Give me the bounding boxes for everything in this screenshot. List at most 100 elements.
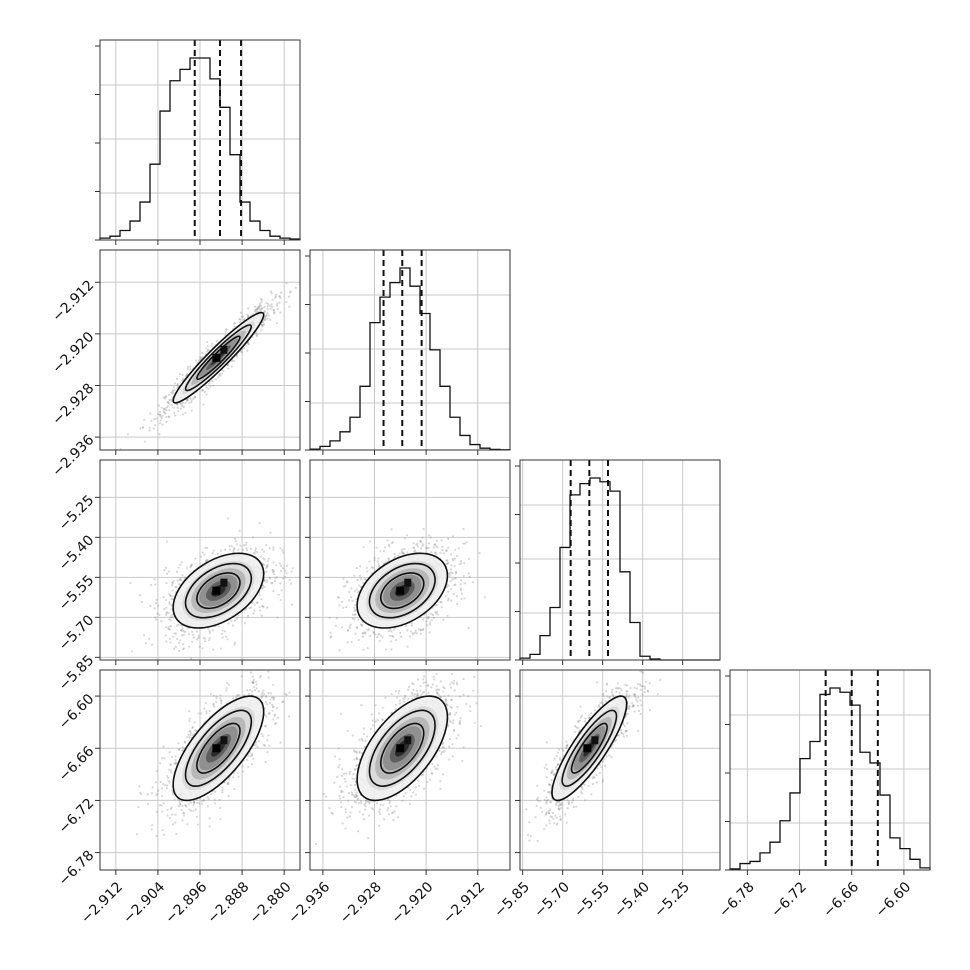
scatter-point: [181, 378, 184, 381]
scatter-point: [416, 542, 419, 546]
scatter-point: [258, 521, 261, 525]
scatter-point: [227, 622, 230, 625]
scatter-point: [224, 548, 227, 552]
scatter-point: [209, 385, 212, 388]
scatter-point: [206, 344, 209, 347]
scatter-point: [346, 629, 350, 632]
scatter-point: [272, 309, 276, 312]
scatter-point: [193, 395, 196, 399]
scatter-point: [348, 627, 351, 630]
scatter-point: [244, 544, 247, 547]
scatter-point: [419, 539, 422, 543]
scatter-point: [249, 547, 253, 550]
scatter-point: [193, 801, 196, 804]
scatter-point: [261, 320, 265, 324]
scatter-point: [182, 630, 185, 633]
scatter-point: [237, 548, 240, 551]
scatter-point: [211, 629, 214, 632]
scatter-point: [208, 382, 211, 385]
scatter-point: [168, 602, 171, 605]
scatter-point: [272, 548, 275, 551]
scatter-point: [290, 603, 294, 606]
scatter-point: [179, 563, 182, 566]
scatter-point: [285, 564, 289, 567]
scatter-point: [252, 681, 255, 684]
scatter-point: [258, 306, 261, 310]
scatter-point: [163, 757, 166, 760]
scatter-point: [377, 557, 380, 560]
scatter-point: [285, 282, 288, 285]
scatter-point: [172, 386, 175, 389]
scatter-point: [225, 329, 228, 332]
scatter-point: [217, 376, 220, 379]
scatter-point: [208, 631, 212, 635]
contour-line-1: [184, 324, 253, 392]
scatter-point: [260, 307, 263, 310]
scatter-point: [168, 781, 171, 784]
scatter-point: [236, 694, 239, 697]
scatter-point: [266, 564, 269, 567]
scatter-point: [226, 782, 229, 785]
scatter-point: [398, 552, 402, 555]
scatter-point: [422, 627, 425, 631]
scatter-point: [266, 606, 269, 609]
scatter-point: [389, 634, 392, 637]
scatter-point: [143, 440, 146, 443]
scatter-point: [447, 590, 450, 593]
scatter-point: [167, 570, 171, 573]
scatter-point: [259, 555, 262, 558]
histogram-panel-1: [305, 249, 511, 455]
scatter-point: [353, 613, 357, 616]
scatter-point: [447, 546, 450, 549]
scatter-point: [159, 413, 162, 416]
scatter-point: [259, 297, 262, 301]
scatter-point: [387, 558, 391, 561]
scatter-point: [334, 624, 337, 627]
scatter-point: [226, 364, 229, 367]
scatter-point: [247, 693, 250, 696]
scatter-point: [169, 594, 172, 597]
scatter-point: [391, 634, 394, 638]
scatter-point: [174, 414, 177, 417]
histogram-step-line: [309, 267, 511, 451]
scatter-point: [429, 623, 432, 626]
scatter-point: [153, 578, 156, 581]
scatter-point: [235, 355, 239, 358]
scatter-point: [254, 310, 257, 313]
scatter-point: [358, 574, 362, 577]
scatter-point: [189, 368, 192, 371]
scatter-point: [213, 705, 216, 708]
scatter-point: [260, 695, 263, 698]
scatter-point: [205, 546, 209, 549]
scatter-point: [169, 616, 172, 619]
scatter-panel-2-0: [95, 459, 301, 665]
scatter-point: [363, 578, 366, 581]
scatter-point: [262, 689, 265, 692]
scatter-point: [181, 629, 184, 632]
scatter-point: [201, 647, 204, 650]
scatter-point: [281, 549, 284, 552]
scatter-point: [230, 360, 234, 363]
scatter-point: [265, 314, 268, 318]
scatter-point: [354, 613, 357, 616]
scatter-point: [241, 770, 244, 773]
scatter-point: [471, 580, 475, 584]
scatter-point: [362, 648, 365, 651]
scatter-point: [264, 315, 267, 318]
scatter-point: [274, 295, 277, 298]
scatter-point: [422, 527, 425, 531]
scatter-point: [289, 290, 292, 293]
scatter-point: [129, 581, 132, 585]
scatter-point: [260, 298, 263, 301]
scatter-point: [435, 603, 439, 607]
scatter-point: [446, 562, 449, 565]
scatter-point: [211, 345, 214, 348]
scatter-point: [206, 796, 209, 799]
scatter-point: [266, 311, 269, 315]
scatter-point: [345, 580, 349, 583]
scatter-point: [168, 628, 171, 631]
scatter-point: [191, 640, 194, 643]
scatter-point: [392, 540, 395, 544]
scatter-point: [212, 648, 215, 651]
